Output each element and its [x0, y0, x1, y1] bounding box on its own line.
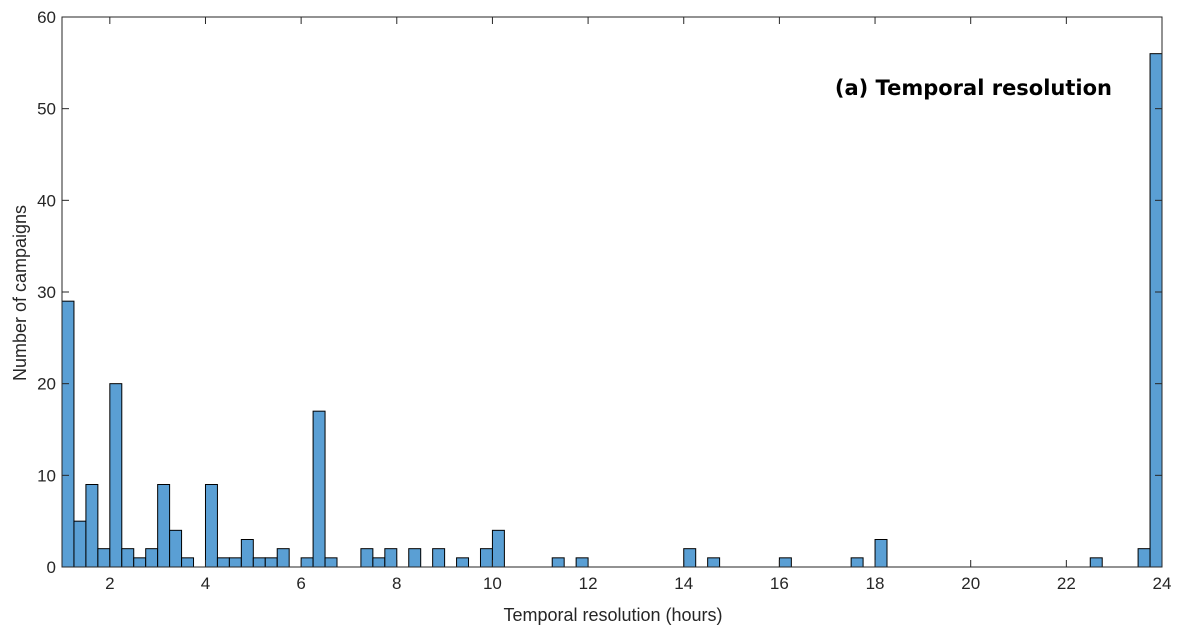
histogram-bar — [73, 520, 87, 568]
y-axis-label: Number of campaigns — [10, 205, 30, 381]
histogram-bar — [408, 548, 422, 568]
histogram-bar — [683, 548, 697, 568]
histogram-bar — [384, 548, 398, 568]
histogram-bars — [61, 53, 1163, 568]
histogram-bar — [778, 557, 792, 568]
histogram-bar — [575, 557, 589, 568]
histogram-bar — [707, 557, 721, 568]
histogram-bar — [551, 557, 565, 568]
y-tick-label: 60 — [37, 8, 56, 27]
histogram-bar — [97, 548, 111, 568]
y-tick-label: 50 — [37, 100, 56, 119]
histogram-bar — [121, 548, 135, 568]
histogram-bar — [491, 529, 505, 568]
histogram-bar — [216, 557, 230, 568]
x-tick-label: 10 — [483, 574, 502, 593]
histogram-bar — [204, 484, 218, 568]
histogram-bar — [240, 539, 254, 568]
histogram-bar — [228, 557, 242, 568]
x-tick-label: 14 — [674, 574, 693, 593]
histogram-bar — [276, 548, 290, 568]
y-tick-label: 10 — [37, 466, 56, 485]
histogram-bar — [312, 410, 326, 568]
x-tick-label: 6 — [296, 574, 305, 593]
y-tick-label: 20 — [37, 375, 56, 394]
histogram-bar — [372, 557, 386, 568]
histogram-bar — [109, 383, 123, 568]
histogram-bar — [157, 484, 171, 568]
x-axis-ticks: 2 4 6 8 10 12 14 16 18 20 22 24 — [105, 17, 1171, 593]
histogram-bar — [145, 548, 159, 568]
histogram-bar — [479, 548, 493, 568]
histogram-bar — [133, 557, 147, 568]
histogram-bar — [874, 539, 888, 568]
x-tick-label: 2 — [105, 574, 114, 593]
histogram-bar — [432, 548, 446, 568]
x-axis-label: Temporal resolution (hours) — [503, 605, 722, 625]
y-tick-label: 30 — [37, 283, 56, 302]
y-axis-ticks: 0 10 20 30 40 50 60 — [37, 8, 1162, 577]
histogram-bar — [169, 529, 183, 568]
histogram-bar — [252, 557, 266, 568]
histogram-bar — [1137, 548, 1151, 568]
histogram-bar — [850, 557, 864, 568]
x-tick-label: 18 — [866, 574, 885, 593]
histogram-bar — [324, 557, 338, 568]
y-tick-label: 0 — [47, 558, 56, 577]
histogram-bar — [61, 300, 75, 568]
x-tick-label: 16 — [770, 574, 789, 593]
x-tick-label: 4 — [201, 574, 210, 593]
x-tick-label: 22 — [1057, 574, 1076, 593]
histogram-bar — [181, 557, 195, 568]
histogram-bar — [360, 548, 374, 568]
x-tick-label: 12 — [579, 574, 598, 593]
histogram-bar — [1149, 53, 1163, 568]
histogram-bar — [1089, 557, 1103, 568]
panel-annotation: (a) Temporal resolution — [835, 76, 1112, 100]
y-tick-label: 40 — [37, 191, 56, 210]
histogram-bar — [300, 557, 314, 568]
histogram-bar — [456, 557, 470, 568]
x-tick-label: 20 — [961, 574, 980, 593]
x-tick-label: 8 — [392, 574, 401, 593]
histogram-bar — [264, 557, 278, 568]
x-tick-label: 24 — [1153, 574, 1172, 593]
histogram-bar — [85, 484, 99, 568]
